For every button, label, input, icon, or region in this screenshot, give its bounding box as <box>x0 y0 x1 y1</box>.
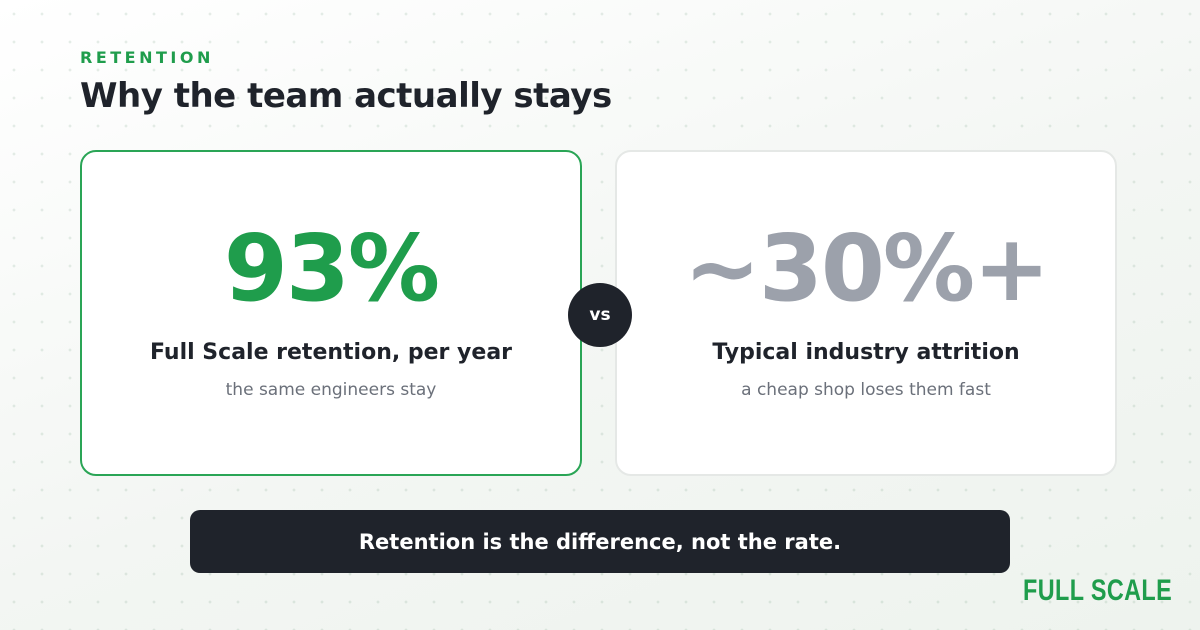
card-label: Typical industry attrition <box>712 340 1020 365</box>
figure: 93% <box>223 215 440 322</box>
card-note: the same engineers stay <box>225 380 437 400</box>
card-label: Full Scale retention, per year <box>149 340 513 365</box>
logo: FULL SCALE <box>1022 574 1172 607</box>
eyebrow: RETENTION <box>80 48 214 67</box>
versus-badge: vs <box>568 283 632 347</box>
figure: ~30%+ <box>683 215 1050 322</box>
card: ~30%+ Typical industry attrition a cheap… <box>615 150 1117 476</box>
title: Why the team actually stays <box>80 76 612 116</box>
card: 93% Full Scale retention, per year the s… <box>80 150 582 476</box>
banner: Retention is the difference, not the rat… <box>190 510 1010 573</box>
card-note: a cheap shop loses them fast <box>741 380 991 400</box>
